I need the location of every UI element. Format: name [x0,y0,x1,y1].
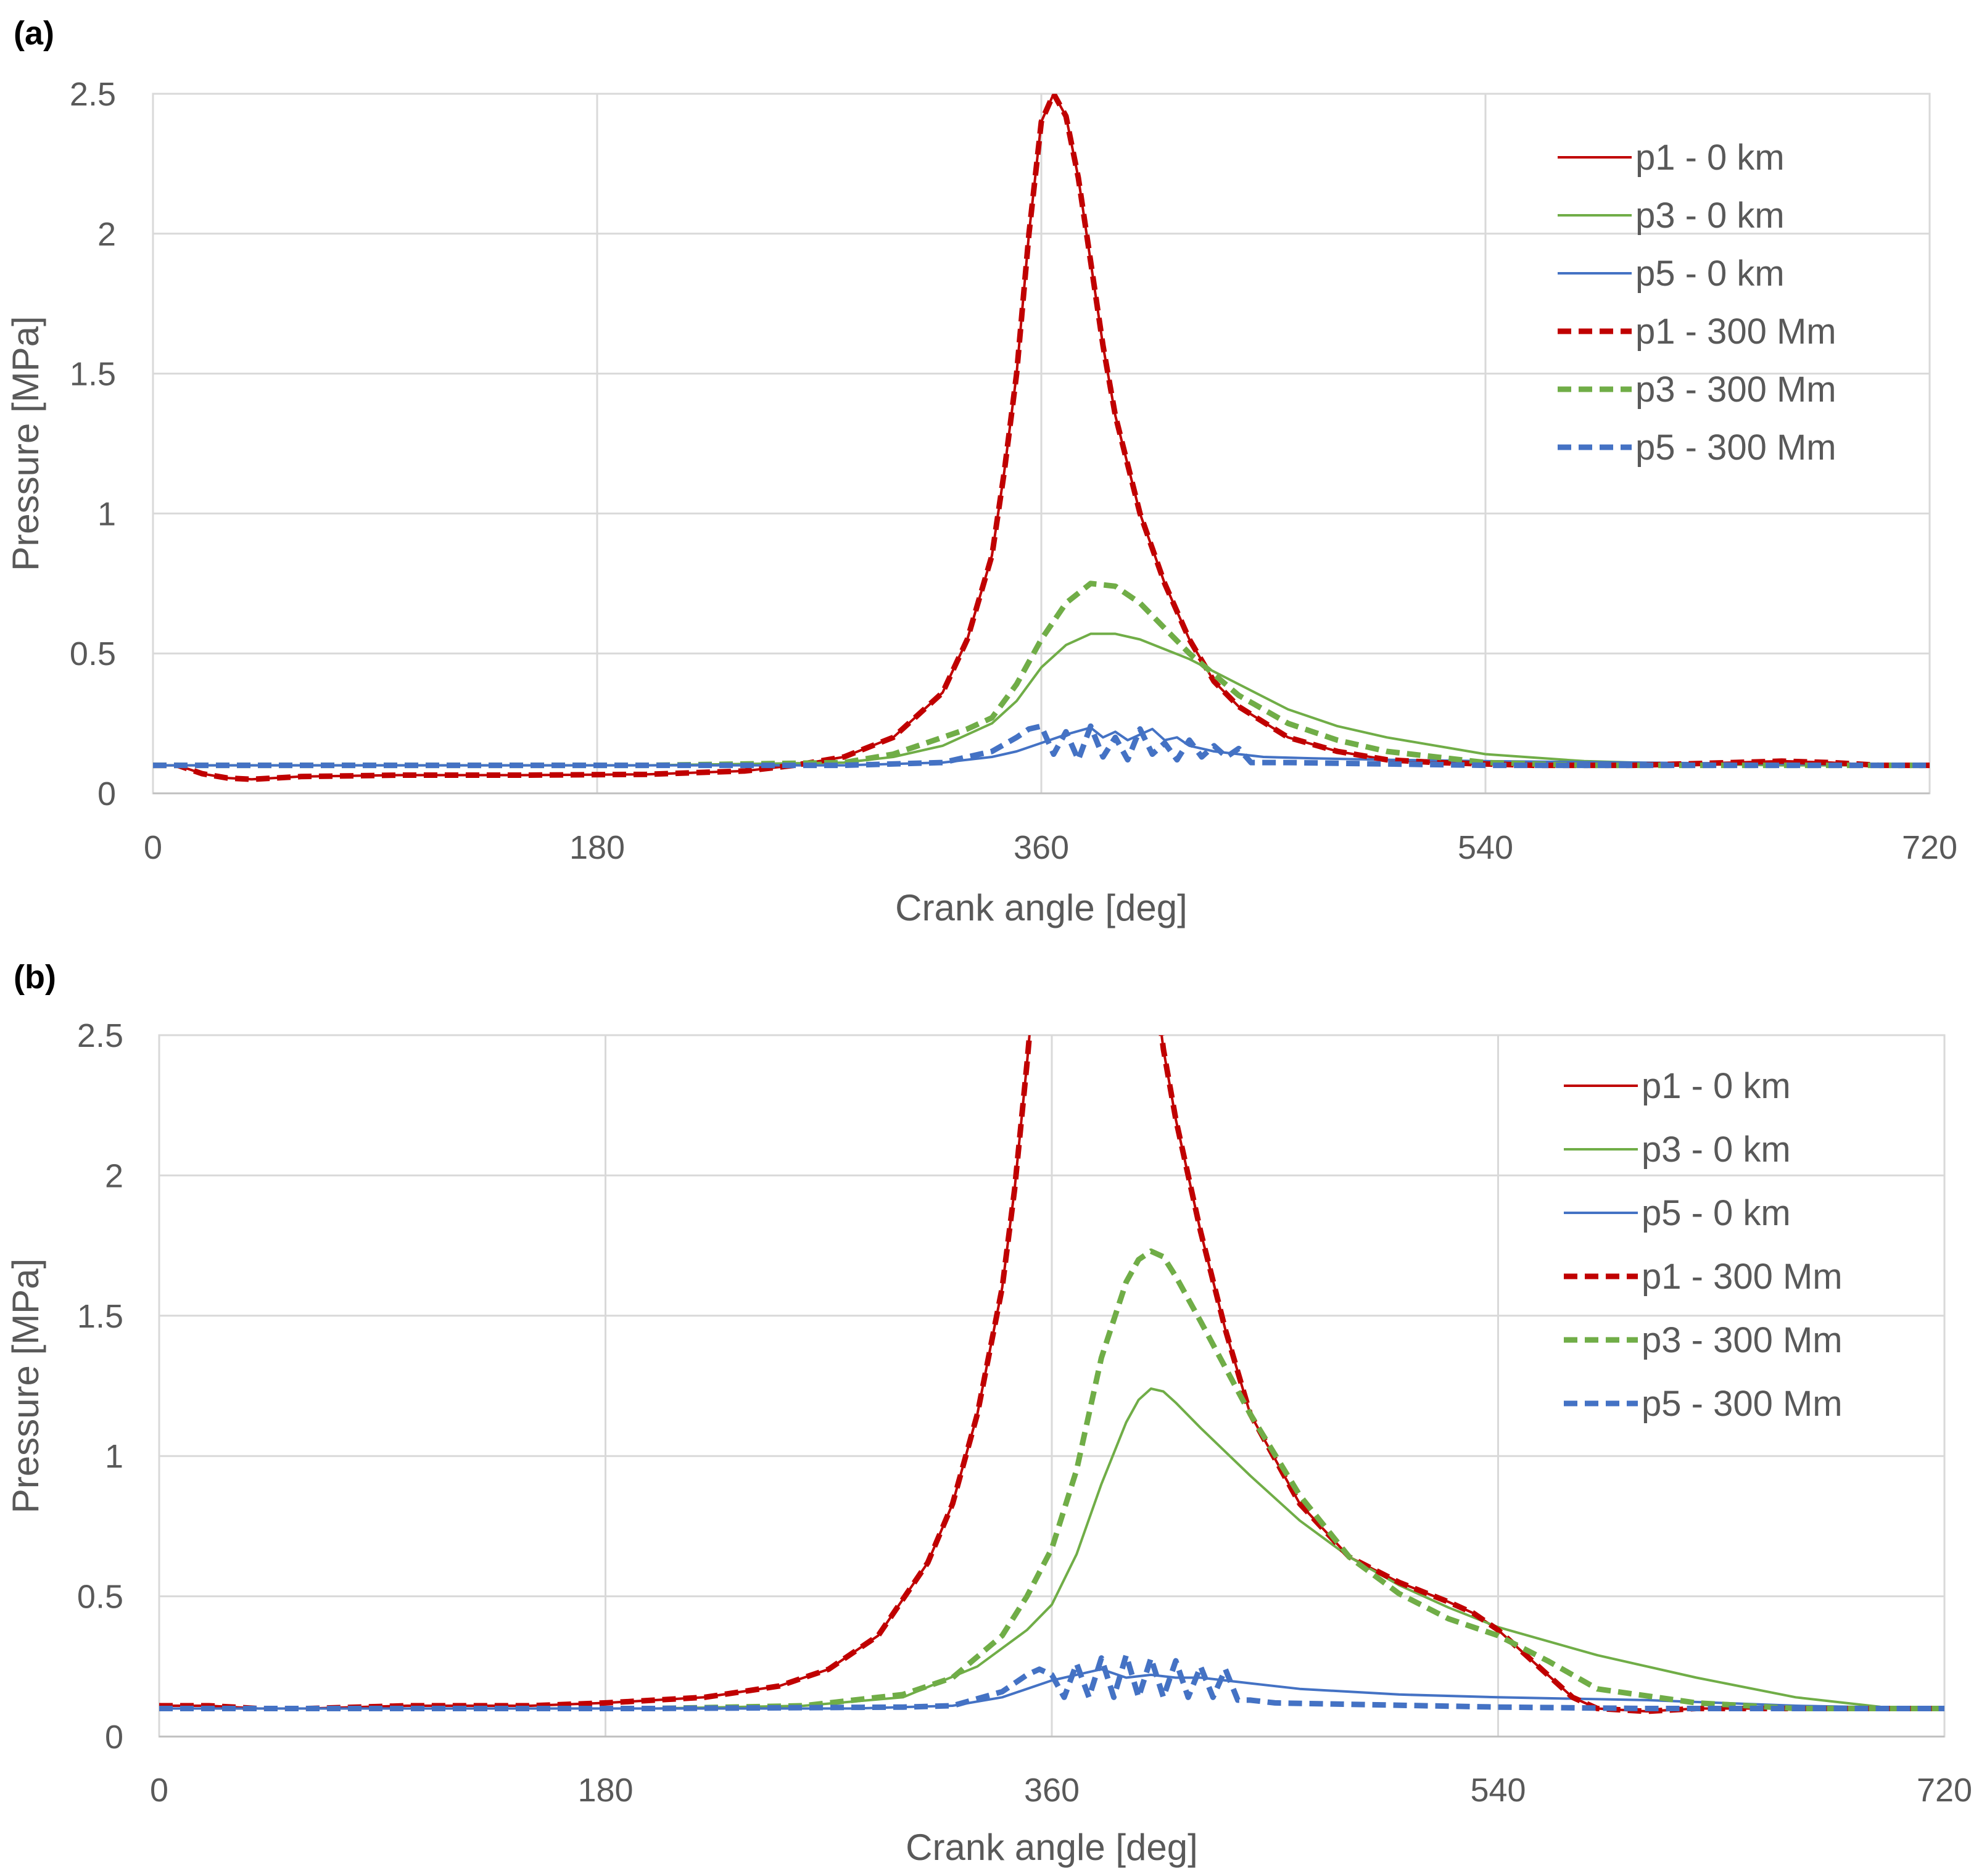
legend-label: p3 - 300 Mm [1635,370,1836,410]
y-tick-label: 1 [105,1438,123,1475]
y-tick-label: 1 [97,495,116,532]
series-line-p1-300mm [159,1035,1944,1714]
legend-label: p1 - 300 Mm [1642,1257,1843,1297]
series-group [153,94,1930,782]
legend-label: p3 - 0 km [1635,196,1785,236]
y-tick-label: 0 [97,775,116,812]
series-line-p5-300mm [159,1652,1944,1711]
legend-label: p5 - 300 Mm [1635,428,1836,468]
y-tick-label: 1.5 [70,356,116,393]
x-tick-label: 180 [577,1772,633,1809]
x-tick-label: 0 [144,829,162,866]
legend-label: p1 - 0 km [1635,138,1785,178]
y-tick-label: 2 [105,1157,123,1194]
series-line-p3-300mm [159,1248,1944,1711]
legend-label: p1 - 300 Mm [1635,312,1836,352]
x-tick-label: 360 [1014,829,1069,866]
series-line-p3-0km [159,1387,1944,1710]
legend-label: p5 - 300 Mm [1642,1384,1843,1424]
y-tick-label: 0.5 [70,635,116,672]
x-tick-label: 540 [1458,829,1513,866]
series-group [159,1035,1944,1714]
x-axis-title: Crank angle [deg] [895,887,1188,928]
y-tick-label: 2 [97,216,116,253]
y-tick-label: 2.5 [77,1017,123,1054]
x-tick-label: 180 [569,829,625,866]
legend-label: p1 - 0 km [1642,1066,1791,1106]
chart-panel-b: 0 0.5 1 1.5 2 2.5 0 180 360 540 720 (b) Crank angle … [5,959,1972,1868]
x-tick-label: 0 [150,1772,168,1809]
legend: p1 - 0 km p3 - 0 km p5 - 0 km p1 - 300 Mm p3… [1558,138,1836,468]
series-line-p5-300mm [153,723,1930,769]
y-tick-label: 2.5 [70,76,116,113]
chart-panel-a: 0 0.5 1 1.5 2 2.5 0 180 360 540 720 (a) Crank angle … [5,15,1957,928]
panel-label: (b) [14,959,56,996]
y-tick-label: 0.5 [77,1579,123,1616]
y-tick-label: 1.5 [77,1298,123,1335]
legend-label: p5 - 0 km [1642,1193,1791,1233]
legend-label: p3 - 300 Mm [1642,1320,1843,1360]
legend-label: p5 - 0 km [1635,254,1785,294]
x-tick-label: 720 [1917,1772,1972,1809]
x-tick-label: 360 [1024,1772,1080,1809]
legend-label: p3 - 0 km [1642,1130,1791,1170]
x-tick-label: 720 [1902,829,1957,866]
legend: p1 - 0 km p3 - 0 km p5 - 0 km p1 - 300 Mm p3… [1564,1066,1843,1424]
y-tick-label: 0 [105,1719,123,1756]
x-axis-title: Crank angle [deg] [906,1827,1198,1868]
x-tick-label: 540 [1470,1772,1526,1809]
y-axis-title: Pressure [MPa] [5,316,46,571]
panel-label: (a) [14,15,54,52]
y-axis-title: Pressure [MPa] [5,1258,46,1513]
